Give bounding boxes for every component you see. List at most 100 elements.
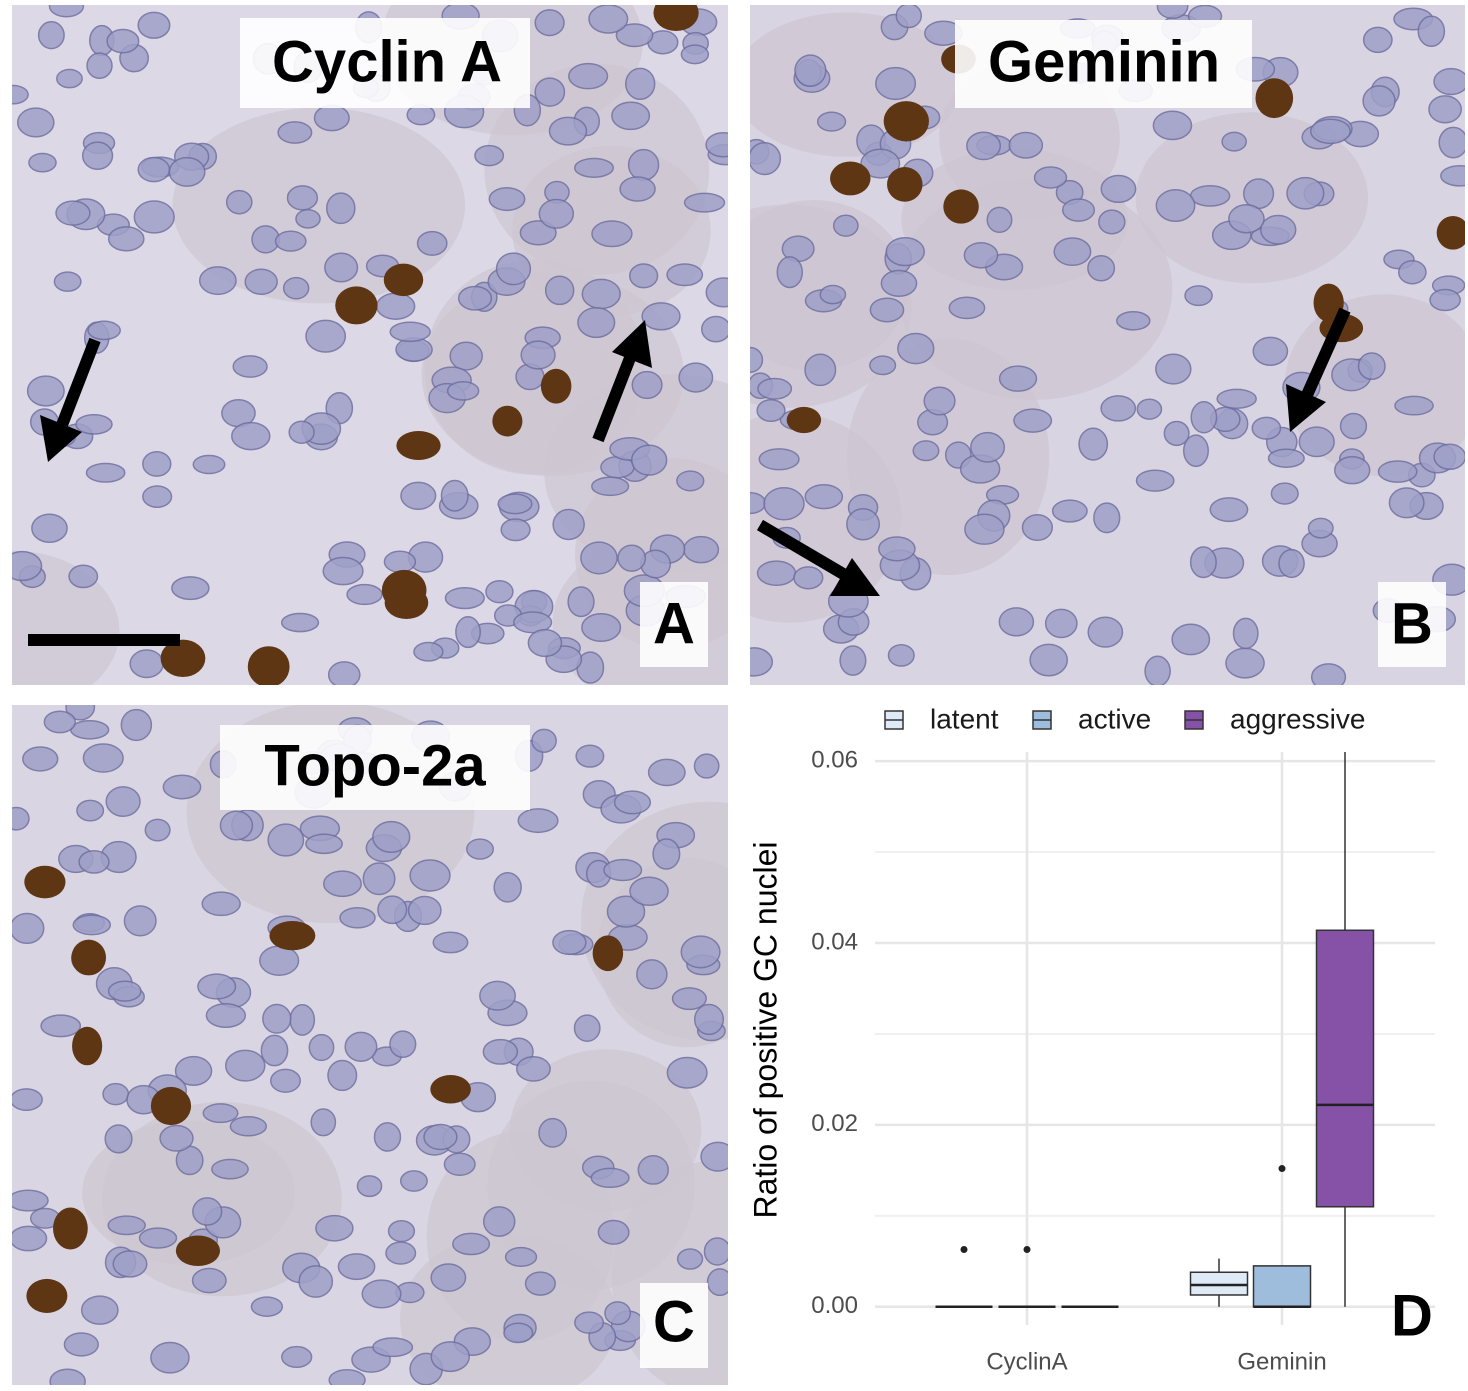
cell-nucleus (267, 823, 305, 857)
cell-nucleus (531, 728, 557, 753)
stained-nucleus (160, 639, 206, 678)
legend-label: active (1078, 703, 1151, 734)
cell-nucleus (75, 414, 113, 435)
cell-nucleus (611, 101, 651, 131)
cell-nucleus (202, 1103, 239, 1124)
panel-label: B (1391, 591, 1433, 656)
panel-label: C (653, 1289, 695, 1354)
cell-nucleus (705, 277, 728, 308)
cell-nucleus (591, 220, 633, 248)
cell-nucleus (588, 5, 629, 34)
cell-nucleus (26, 375, 65, 407)
cell-nucleus (361, 1279, 402, 1309)
cell-nucleus (40, 1014, 82, 1038)
cell-nucleus (31, 513, 68, 543)
cell-nucleus (1225, 647, 1265, 679)
cell-nucleus (120, 708, 153, 742)
cell-nucleus (575, 744, 605, 768)
cell-nucleus (763, 487, 805, 521)
cell-nucleus (22, 746, 59, 772)
cell-nucleus (1251, 416, 1282, 440)
cell-nucleus (1087, 255, 1116, 282)
cell-nucleus (86, 52, 113, 80)
cell-nucleus (482, 1038, 519, 1065)
cell-nucleus (80, 1295, 119, 1325)
cell-nucleus (1440, 165, 1465, 187)
cell-nucleus (880, 269, 918, 297)
cell-nucleus (474, 144, 505, 167)
cell-nucleus (577, 306, 616, 339)
cell-nucleus (446, 380, 480, 401)
cell-nucleus (211, 1158, 249, 1180)
stained-nucleus (247, 646, 290, 685)
cell-nucleus (617, 544, 647, 572)
cell-nucleus (1433, 443, 1465, 471)
title-box (240, 18, 530, 108)
cell-nucleus (129, 649, 164, 679)
cell-nucleus (750, 492, 767, 515)
cell-nucleus (750, 141, 782, 176)
cell-nucleus (372, 1337, 414, 1358)
giant-cell (172, 107, 466, 304)
cell-nucleus (706, 1268, 728, 1297)
cell-nucleus (142, 450, 172, 477)
stained-nucleus (72, 1026, 103, 1066)
arrows (40, 307, 1351, 596)
cell-nucleus (1438, 126, 1465, 159)
cell-nucleus (133, 200, 175, 234)
cell-nucleus (750, 346, 764, 373)
cell-nucleus (375, 292, 416, 320)
cell-nucleus (1221, 131, 1247, 152)
cell-nucleus (455, 615, 481, 649)
cell-nucleus (1053, 237, 1092, 267)
cell-nucleus (1298, 426, 1335, 458)
cell-nucleus (544, 275, 575, 306)
cell-nucleus (615, 23, 654, 48)
cell-nucleus (624, 67, 656, 101)
label-box (640, 582, 708, 667)
cell-nucleus (636, 959, 668, 990)
cell-nucleus (666, 263, 704, 287)
y-tick-label: 0.04 (811, 928, 858, 955)
cell-nucleus (923, 386, 956, 416)
cell-nucleus (72, 914, 112, 936)
cell-nucleus (816, 111, 847, 132)
cell-nucleus (313, 104, 350, 132)
cell-nucleus (1098, 209, 1126, 235)
cell-nucleus (1152, 110, 1193, 141)
cell-nucleus (12, 1088, 43, 1112)
cell-nucleus (1334, 455, 1371, 485)
cell-nucleus (552, 508, 585, 541)
cell-nucleus (385, 1241, 417, 1265)
cell-nucleus (678, 362, 714, 393)
cell-nucleus (1189, 185, 1231, 207)
cell-nucleus (613, 790, 652, 815)
cell-nucleus (520, 340, 556, 370)
cell-nucleus (1357, 352, 1386, 381)
scale-bar (28, 634, 180, 646)
cell-nucleus (885, 236, 925, 267)
cell-nucleus (457, 285, 493, 311)
title-box (220, 725, 530, 810)
cell-nucleus (322, 870, 362, 898)
cell-nucleus (82, 743, 124, 773)
cell-nucleus (49, 1368, 86, 1385)
cell-nucleus (1051, 499, 1088, 523)
label-box (640, 1283, 708, 1368)
cell-nucleus (197, 973, 237, 1000)
cell-nucleus (581, 612, 622, 643)
cell-nucleus (1163, 420, 1190, 447)
cell-nucleus (1182, 434, 1209, 468)
cell-nucleus (1307, 517, 1334, 539)
box-plot: 0.00 0.02 0.04 0.06 CyclinA Geminin latent acti… (747, 703, 1435, 1375)
cell-nucleus (758, 448, 800, 471)
cell-nucleus (105, 786, 141, 817)
cell-nucleus (409, 859, 451, 892)
cell-nucleus (548, 116, 588, 146)
cell-nucleus (998, 607, 1035, 637)
cell-nucleus (372, 820, 411, 854)
cell-nucleus (1232, 617, 1259, 650)
cell-nucleus (373, 1122, 402, 1152)
stained-nucleus (1255, 78, 1294, 119)
cell-nucleus (1155, 353, 1192, 385)
